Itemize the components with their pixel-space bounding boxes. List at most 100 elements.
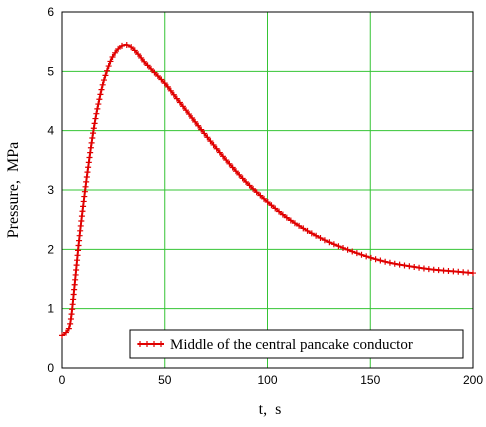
y-axis-title: Pressure, MPa (5, 142, 22, 238)
data-point-marker (219, 153, 226, 160)
data-point-marker (99, 81, 106, 88)
legend-marker (151, 341, 157, 347)
data-point-marker (154, 72, 161, 79)
data-point-marker (261, 195, 268, 202)
data-point-marker (84, 169, 91, 176)
data-point-marker (123, 42, 130, 49)
data-point-marker (87, 144, 94, 151)
data-point-marker (109, 54, 116, 61)
data-point-marker (83, 174, 90, 181)
y-tick-label: 0 (47, 361, 54, 375)
data-point-marker (470, 270, 476, 277)
data-point-marker (144, 62, 151, 69)
data-point-marker (87, 149, 94, 156)
x-tick-labels: 0 50 100 150 200 (59, 373, 484, 387)
y-tick-label: 2 (47, 242, 54, 256)
data-point-marker (98, 86, 105, 93)
data-point-marker (272, 205, 279, 212)
data-point-marker (279, 211, 286, 218)
data-point-marker (147, 65, 154, 72)
data-point-marker (401, 262, 408, 269)
data-point-marker (396, 261, 403, 268)
legend-box (129, 329, 464, 359)
data-point-marker (93, 110, 100, 117)
data-point-marker (167, 87, 174, 94)
data-point-marker (300, 225, 307, 232)
data-point-marker (411, 263, 418, 270)
data-point-marker (186, 111, 193, 118)
data-point-marker (204, 134, 211, 141)
legend-marker (137, 341, 143, 347)
data-point-marker (223, 157, 230, 164)
data-point-marker (119, 42, 126, 49)
data-point-marker (107, 58, 114, 65)
data-point-marker (62, 329, 69, 336)
data-point-marker (287, 217, 294, 224)
data-point-marker (382, 258, 389, 265)
data-point-marker (164, 83, 171, 90)
data-point-marker (90, 130, 97, 137)
data-point-marker (67, 320, 74, 327)
data-point-marker (344, 246, 351, 253)
data-point-marker (189, 114, 196, 121)
data-point-marker (192, 118, 199, 125)
legend-marker-sample (137, 341, 164, 347)
data-point-marker (226, 160, 233, 167)
data-point-marker (161, 80, 168, 87)
data-point-marker (210, 141, 217, 148)
data-point-marker (416, 264, 423, 271)
data-point-marker (176, 99, 183, 106)
data-point-marker (406, 263, 413, 270)
data-point-marker (138, 54, 145, 61)
data-point-marker (330, 241, 337, 248)
y-tick-label: 3 (47, 183, 54, 197)
y-tick-label: 4 (47, 124, 54, 138)
data-point-marker (170, 91, 177, 98)
data-point-marker (173, 95, 180, 102)
data-point-marker (391, 260, 398, 267)
data-point-marker (304, 227, 311, 234)
data-point-marker (97, 91, 104, 98)
data-point-marker (321, 237, 328, 244)
x-axis-title: t, s (259, 401, 282, 418)
data-point-marker (201, 130, 208, 137)
legend: Middle of the central pancake conductor (129, 329, 464, 359)
data-point-marker (335, 243, 342, 250)
y-tick-label: 6 (47, 5, 54, 19)
data-point-marker (83, 178, 90, 185)
data-point-marker (313, 232, 320, 239)
data-point-marker (296, 222, 303, 229)
data-point-marker (353, 250, 360, 257)
data-point-marker (131, 47, 138, 54)
data-point-marker (283, 214, 290, 221)
y-tick-label: 5 (47, 64, 54, 78)
data-point-marker (96, 96, 103, 103)
data-point-marker (151, 69, 158, 76)
data-point-marker (246, 182, 253, 189)
data-point-marker (128, 44, 135, 51)
data-point-marker (104, 67, 111, 74)
data-point-marker (183, 107, 190, 114)
data-point-marker (377, 257, 384, 264)
data-point-marker (268, 202, 275, 209)
data-point-marker (264, 199, 271, 206)
legend-marker (158, 341, 164, 347)
data-point-marker (94, 105, 101, 112)
data-point-marker (239, 175, 246, 182)
data-point-marker (198, 126, 205, 133)
x-tick-label: 50 (158, 373, 172, 387)
data-point-marker (179, 103, 186, 110)
data-point-marker (236, 171, 243, 178)
data-point-marker (112, 49, 119, 56)
data-point-marker (158, 76, 165, 83)
data-point-marker (115, 45, 122, 52)
data-point-marker (308, 230, 315, 237)
data-point-marker (81, 193, 88, 200)
data-point-marker (92, 115, 99, 122)
x-tick-label: 200 (463, 373, 483, 387)
data-point-marker (367, 254, 374, 261)
data-point-marker (135, 51, 142, 58)
data-point-marker (317, 235, 324, 242)
data-point-marker (67, 316, 74, 323)
